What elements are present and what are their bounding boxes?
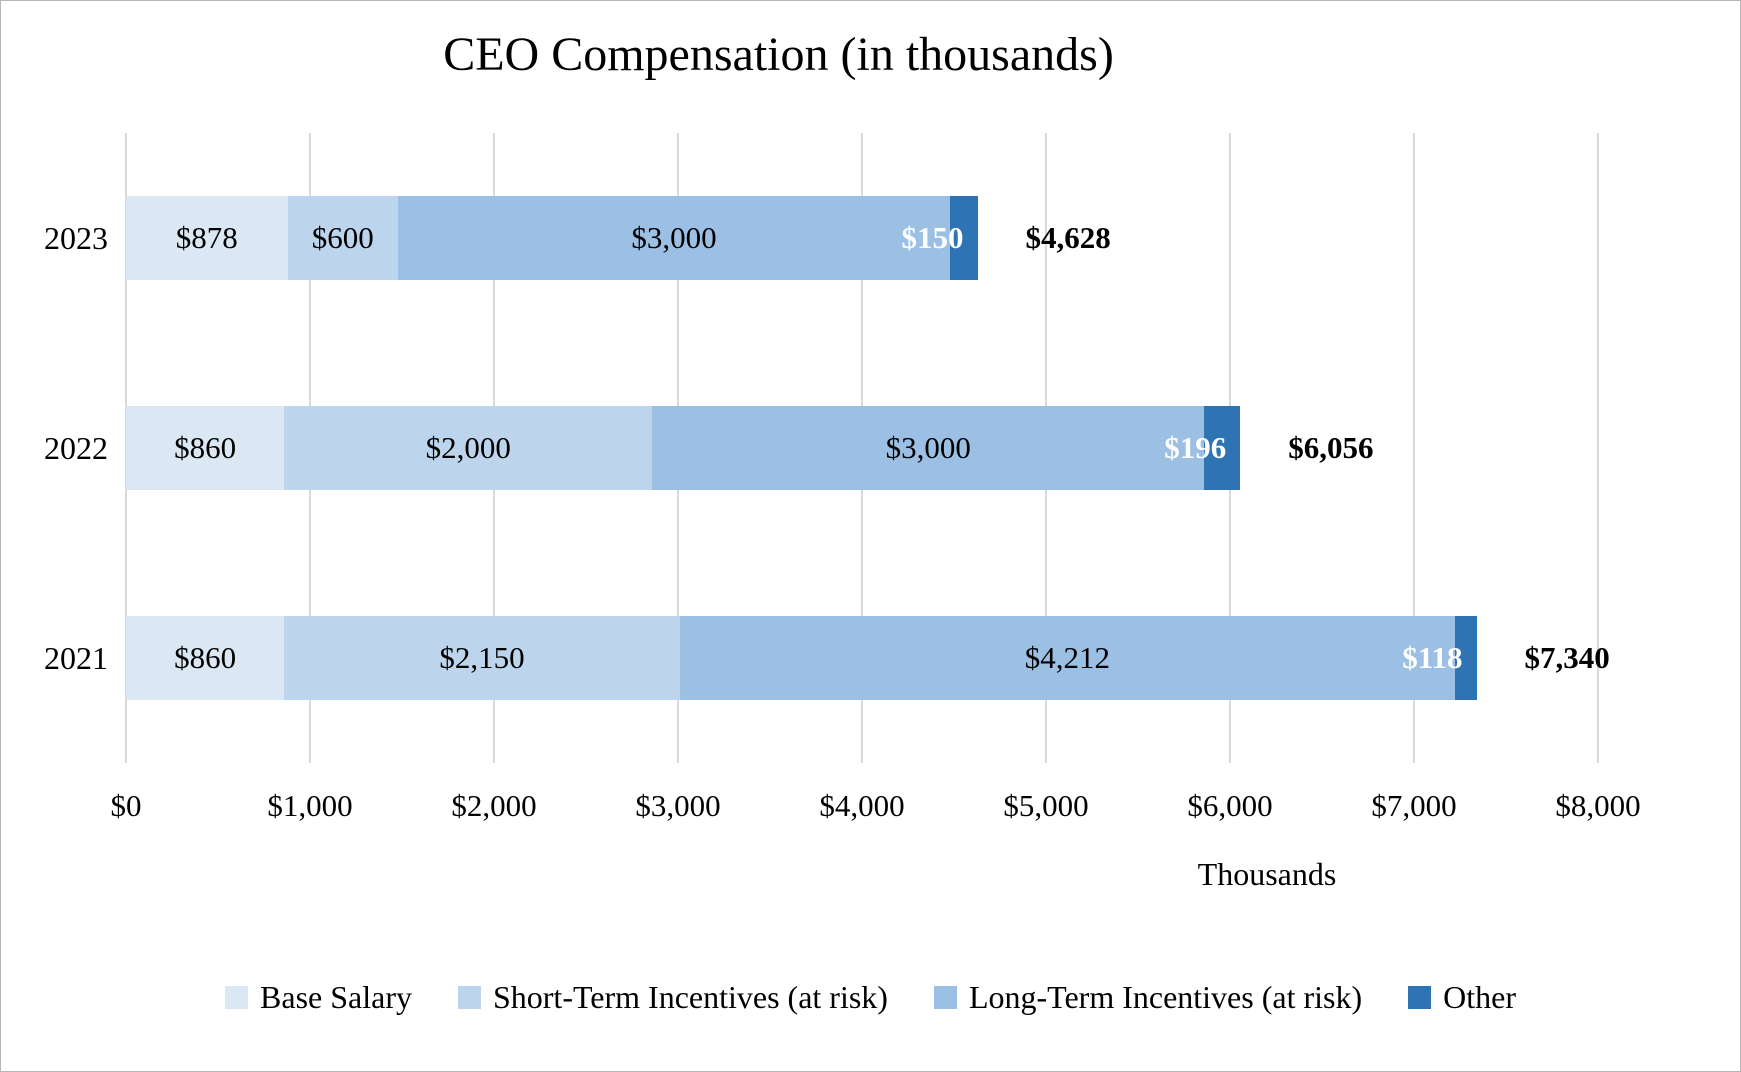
bar-total-label: $6,056 (1288, 430, 1374, 465)
bar-row-2022: $860 $2,000 $3,000 $196 $6,056 (126, 406, 1598, 490)
legend-item-base-salary: Base Salary (225, 979, 412, 1016)
stacked-bar (126, 406, 1241, 490)
x-axis-tick-label: $2,000 (451, 788, 537, 823)
y-axis-label-2022: 2022 (44, 430, 108, 466)
legend-label: Other (1443, 979, 1516, 1015)
segment-data-label: $2,150 (439, 640, 525, 675)
x-axis-tick-label: $0 (110, 788, 142, 823)
legend-swatch-icon (933, 986, 957, 1009)
bar-segment-long-term-incentives-at-risk (397, 196, 950, 280)
legend-swatch-icon (1408, 986, 1432, 1009)
segment-data-label: $860 (174, 640, 237, 675)
bar-segment-base-salary (126, 616, 285, 700)
x-axis-unit-label: Thousands (1197, 856, 1337, 892)
legend-label: Short-Term Incentives (at risk) (492, 979, 888, 1015)
legend-label: Long-Term Incentives (at risk) (968, 979, 1363, 1015)
bar-segment-long-term-incentives-at-risk (652, 406, 1205, 490)
bar-segment-short-term-incentives-at-risk (284, 406, 653, 490)
legend-item-long-term-incentives-at-risk: Long-Term Incentives (at risk) (933, 979, 1363, 1016)
bar-total-label: $4,628 (1025, 220, 1111, 255)
x-axis-tick-label: $7,000 (1371, 788, 1457, 823)
y-axis-label-2023: 2023 (44, 220, 108, 256)
segment-data-label: $150 (901, 220, 964, 255)
bar-segment-long-term-incentives-at-risk (679, 616, 1455, 700)
bar-segment-short-term-incentives-at-risk (284, 616, 680, 700)
segment-data-label: $2,000 (425, 430, 511, 465)
bar-segment-base-salary (126, 406, 285, 490)
bar-row-2021: $860 $2,150 $4,212 $118 $7,340 (126, 616, 1610, 700)
x-axis-tick-label: $4,000 (819, 788, 905, 823)
legend: Base Salary Short-Term Incentives (at ris… (1, 979, 1740, 1016)
segment-data-label: $600 (311, 220, 374, 255)
stacked-bar (126, 616, 1477, 700)
bar-segment-base-salary (126, 196, 288, 280)
gridline (1413, 133, 1415, 763)
x-axis-tick-label: $6,000 (1187, 788, 1273, 823)
x-axis-tick-label: $5,000 (1003, 788, 1089, 823)
segment-data-label: $4,212 (1024, 640, 1110, 675)
x-axis-tick-label: $1,000 (267, 788, 353, 823)
x-axis-tick-label: $8,000 (1555, 788, 1641, 823)
legend-swatch-icon (225, 986, 249, 1009)
bar-segment-other (949, 196, 978, 280)
segment-data-label: $860 (174, 430, 237, 465)
bar-row-2023: $878 $600 $3,000 $150 $4,628 (126, 196, 1598, 280)
bar-segment-other (1454, 616, 1477, 700)
plot-area: $878 $600 $3,000 $150 $4,628 $860 $2,000 $3,000… (125, 133, 1610, 763)
gridline (1597, 133, 1599, 763)
segment-data-label: $3,000 (631, 220, 717, 255)
segment-data-label: $196 (1164, 430, 1227, 465)
bar-segment-short-term-incentives-at-risk (287, 196, 398, 280)
legend-swatch-icon (457, 986, 481, 1009)
stacked-bar (126, 196, 978, 280)
legend-item-short-term-incentives-at-risk: Short-Term Incentives (at risk) (457, 979, 888, 1016)
bar-segment-other (1204, 406, 1241, 490)
legend-item-other: Other (1408, 979, 1516, 1016)
chart-title: CEO Compensation (in thousands) (443, 28, 1114, 81)
legend-label: Base Salary (260, 979, 412, 1015)
segment-data-label: $878 (175, 220, 238, 255)
y-axis-label-2021: 2021 (44, 640, 108, 676)
segment-data-label: $118 (1402, 640, 1463, 675)
segment-data-label: $3,000 (885, 430, 971, 465)
x-axis-tick-label: $3,000 (635, 788, 721, 823)
bar-total-label: $7,340 (1524, 640, 1610, 675)
